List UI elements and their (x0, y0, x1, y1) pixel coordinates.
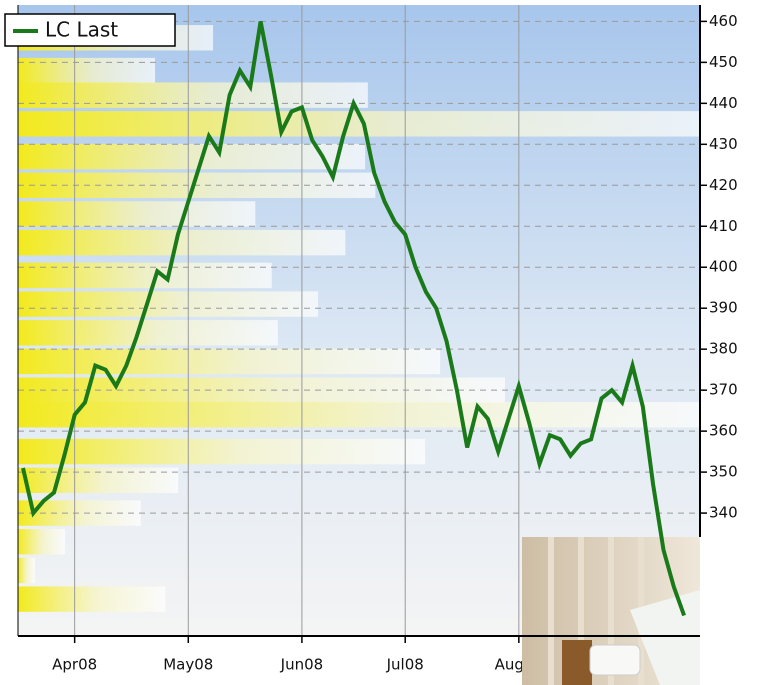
profile-bar (18, 402, 700, 428)
x-tick-label: Jun08 (280, 656, 324, 674)
photo-roll (589, 644, 641, 676)
y-tick-label: 340 (709, 504, 738, 522)
photo (522, 537, 700, 685)
profile-bar (18, 262, 272, 289)
series-line (21, 21, 686, 617)
profile-bar (18, 82, 368, 108)
x-tick-label: Jul08 (386, 656, 424, 674)
profile-bar (18, 229, 346, 256)
profile-bar (18, 201, 256, 227)
profile-bar (18, 320, 278, 346)
profile-bar (18, 291, 319, 317)
profile-bar (18, 143, 366, 170)
legend-label: LC Last (45, 18, 118, 42)
y-tick-label: 450 (709, 53, 738, 71)
y-tick-label: 350 (709, 463, 738, 481)
y-tick-label: 460 (709, 12, 738, 30)
profile-bar (18, 529, 66, 555)
profile-bar (18, 557, 36, 584)
y-tick-label: 420 (709, 176, 738, 194)
profile-bar (18, 57, 156, 84)
volume-profile (18, 25, 700, 612)
profile-bar (18, 467, 179, 494)
y-tick-label: 440 (709, 94, 738, 112)
y-tick-label: 370 (709, 381, 738, 399)
y-tick-label: 400 (709, 258, 738, 276)
profile-bar (18, 586, 166, 612)
legend: LC Last (4, 13, 176, 47)
y-tick-label: 390 (709, 299, 738, 317)
photo-holder (562, 640, 592, 685)
photo-stripe (608, 537, 614, 685)
x-tick-label: Apr08 (52, 656, 97, 674)
photo-stripe (548, 537, 554, 685)
profile-bar (18, 348, 441, 375)
photo-stripe (578, 537, 584, 685)
x-tick-label: May08 (163, 656, 213, 674)
y-tick-label: 380 (709, 340, 738, 358)
series (21, 21, 686, 617)
y-tick-label: 360 (709, 422, 738, 440)
profile-bar (18, 438, 426, 465)
y-tick-label: 430 (709, 135, 738, 153)
y-tick-label: 410 (709, 217, 738, 235)
